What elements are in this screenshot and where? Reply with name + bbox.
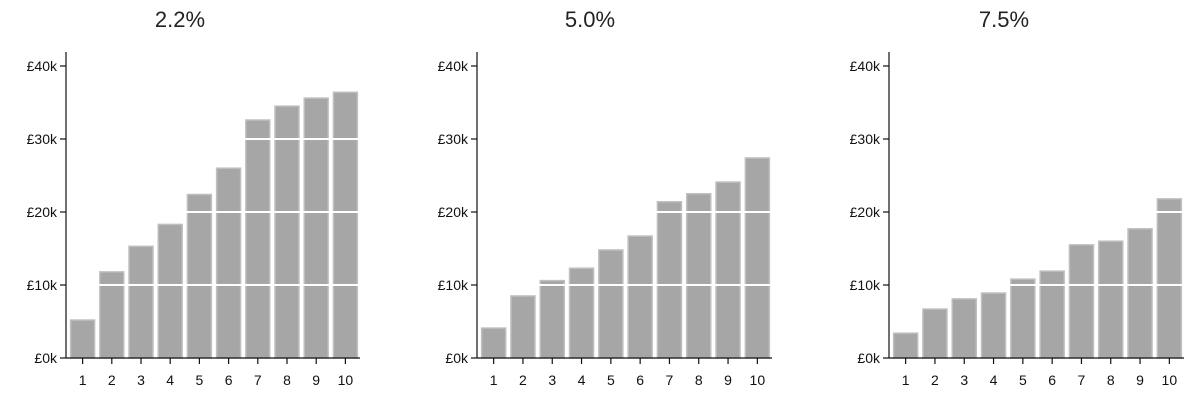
chart-1: 2.2% £0k £10k £20k £30k £40k 1 2 3 4 5 6 7 8 9 10 [27, 7, 360, 388]
x-tick-label: 5 [607, 372, 615, 388]
y-tick-label: £10k [27, 277, 58, 293]
x-tick-label: 1 [490, 372, 498, 388]
bar-8 [685, 193, 712, 359]
x-tick-label: 4 [578, 372, 586, 388]
x-tick-label: 4 [990, 372, 998, 388]
chart-title: 2.2% [155, 7, 205, 32]
x-tick-label: 3 [960, 372, 968, 388]
bar-10 [1156, 198, 1183, 359]
bar-2 [922, 308, 948, 359]
bar-4 [568, 267, 595, 359]
x-tick-label: 7 [254, 372, 262, 388]
y-tick-label: £30k [27, 131, 58, 147]
y-tick-label: £20k [27, 204, 58, 220]
bar-7 [1068, 244, 1095, 359]
chart-title: 5.0% [565, 7, 615, 32]
x-tick-label: 10 [1162, 372, 1178, 388]
bar-6 [627, 235, 653, 359]
x-tick-label: 2 [108, 372, 116, 388]
x-tick-label: 1 [902, 372, 910, 388]
y-tick-label: £40k [27, 58, 58, 74]
bar-7 [656, 201, 683, 359]
bar-5 [186, 193, 213, 359]
x-tick-label: 10 [750, 372, 766, 388]
y-tick-label: £10k [438, 277, 469, 293]
bar-4 [980, 292, 1007, 359]
x-tick-label: 1 [79, 372, 87, 388]
x-tick-label: 7 [1078, 372, 1086, 388]
x-tick-label: 10 [338, 372, 354, 388]
x-tick-label: 2 [519, 372, 527, 388]
bar-1 [480, 327, 507, 359]
bar-8 [1097, 240, 1124, 359]
y-tick-label: £0k [445, 350, 469, 366]
bar-3 [539, 279, 566, 359]
bar-5 [598, 249, 624, 359]
bar-8 [274, 105, 300, 359]
x-tick-label: 6 [636, 372, 644, 388]
x-tick-label: 5 [1019, 372, 1027, 388]
x-tick-label: 9 [312, 372, 320, 388]
x-tick-label: 2 [931, 372, 939, 388]
x-tick-label: 3 [137, 372, 145, 388]
bar-5 [1010, 278, 1036, 359]
x-tick-label: 7 [666, 372, 674, 388]
x-tick-label: 6 [1048, 372, 1056, 388]
x-tick-label: 8 [283, 372, 291, 388]
bar-7 [245, 119, 271, 359]
x-tick-label: 8 [1107, 372, 1115, 388]
x-tick-label: 6 [225, 372, 233, 388]
bar-9 [303, 97, 329, 359]
y-tick-label: £20k [850, 204, 881, 220]
bar-6 [215, 167, 242, 359]
x-tick-label: 4 [166, 372, 174, 388]
bar-9 [715, 181, 741, 359]
chart-title: 7.5% [979, 7, 1029, 32]
y-tick-label: £40k [850, 58, 881, 74]
y-tick-label: £20k [438, 204, 469, 220]
y-tick-label: £30k [850, 131, 881, 147]
y-tick-label: £30k [438, 131, 469, 147]
bar-1 [892, 332, 919, 359]
bar-1 [69, 319, 96, 359]
bar-10 [744, 157, 771, 359]
y-tick-label: £0k [34, 350, 58, 366]
bar-10 [332, 91, 359, 359]
x-tick-label: 9 [1136, 372, 1144, 388]
bar-4 [157, 223, 183, 359]
y-tick-label: £40k [438, 58, 469, 74]
bar-3 [128, 245, 154, 359]
chart-2: 5.0% £0k £10k £20k £30k £40k 1 2 3 4 5 6 7 8 9 10 [438, 7, 772, 388]
y-tick-label: £0k [857, 350, 881, 366]
x-tick-label: 5 [196, 372, 204, 388]
chart-3: 7.5% £0k £10k £20k £30k £40k 1 2 3 4 5 6 7 8 9 10 [850, 7, 1184, 388]
x-tick-label: 9 [724, 372, 732, 388]
bar-9 [1127, 228, 1153, 359]
y-tick-label: £10k [850, 277, 881, 293]
x-tick-label: 3 [548, 372, 556, 388]
bar-2 [510, 295, 536, 359]
x-tick-label: 8 [695, 372, 703, 388]
bar-3 [951, 298, 978, 359]
